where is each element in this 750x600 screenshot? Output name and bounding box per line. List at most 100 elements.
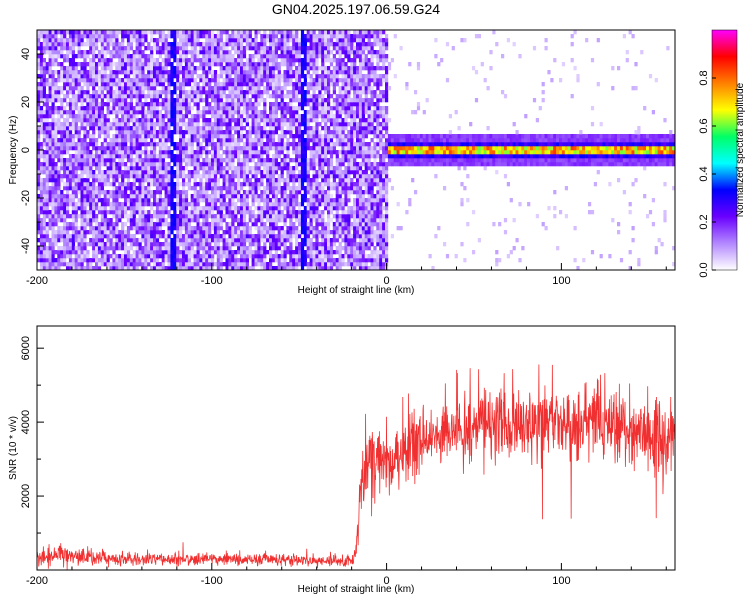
heatmap-cell bbox=[202, 186, 206, 191]
heatmap-cell bbox=[187, 210, 191, 215]
heatmap-cell bbox=[280, 214, 284, 219]
heatmap-cell bbox=[118, 66, 122, 71]
heatmap-cell bbox=[129, 70, 133, 75]
heatmap-cell bbox=[153, 74, 157, 79]
heatmap-cell bbox=[274, 38, 278, 43]
heatmap-cell bbox=[199, 242, 203, 247]
heatmap-cell bbox=[97, 78, 102, 83]
heatmap-cell bbox=[66, 242, 70, 247]
heatmap-cell bbox=[92, 266, 96, 270]
heatmap-cell bbox=[161, 266, 165, 270]
heatmap-cell bbox=[71, 106, 75, 111]
heatmap-cell bbox=[277, 62, 281, 67]
heatmap-cell bbox=[176, 254, 180, 259]
heatmap-cell bbox=[225, 178, 229, 183]
heatmap-cell bbox=[254, 146, 258, 151]
heatmap-cell bbox=[124, 70, 128, 75]
heatmap-cell bbox=[115, 258, 119, 263]
heatmap-cell bbox=[216, 158, 220, 163]
heatmap-cell bbox=[176, 246, 180, 251]
heatmap-cell bbox=[51, 118, 55, 123]
heatmap-cell bbox=[161, 138, 165, 143]
heatmap-cell bbox=[179, 90, 183, 95]
heatmap-cell bbox=[153, 42, 157, 47]
heatmap-cell bbox=[161, 178, 165, 183]
heatmap-cell bbox=[190, 138, 194, 143]
heatmap-cell bbox=[234, 166, 238, 171]
heatmap-cell bbox=[199, 210, 203, 215]
heatmap-cell bbox=[216, 146, 220, 151]
heatmap-cell bbox=[106, 174, 110, 179]
heatmap-cell bbox=[138, 82, 142, 87]
heatmap-cell bbox=[147, 174, 151, 179]
heatmap-cell bbox=[158, 114, 162, 119]
heatmap-cell bbox=[129, 194, 133, 199]
heatmap-cell bbox=[179, 190, 183, 195]
heatmap-cell bbox=[190, 106, 194, 111]
heatmap-cell bbox=[77, 78, 81, 83]
heatmap-cell bbox=[89, 106, 93, 111]
heatmap-cell bbox=[245, 114, 249, 119]
heatmap-cell bbox=[164, 94, 168, 99]
heatmap-cell bbox=[83, 222, 87, 227]
heatmap-cell bbox=[103, 214, 107, 219]
heatmap-cell bbox=[242, 82, 247, 87]
heatmap-cell bbox=[193, 134, 197, 139]
heatmap-cell bbox=[158, 234, 162, 239]
heatmap-cell bbox=[129, 130, 133, 135]
heatmap-cell bbox=[80, 66, 84, 71]
heatmap-cell bbox=[106, 130, 110, 135]
heatmap-cell bbox=[126, 54, 131, 59]
heatmap-cell bbox=[106, 198, 110, 203]
heatmap-cell bbox=[231, 38, 235, 43]
heatmap-cell bbox=[228, 246, 232, 251]
heatmap-cell bbox=[208, 242, 212, 247]
heatmap-cell bbox=[106, 202, 110, 207]
heatmap-cell bbox=[271, 62, 276, 67]
heatmap-cell bbox=[86, 194, 90, 199]
heatmap-cell bbox=[51, 90, 55, 95]
heatmap-cell bbox=[211, 126, 215, 131]
heatmap-cell bbox=[231, 90, 235, 95]
heatmap-cell bbox=[158, 38, 162, 43]
heatmap-cell bbox=[71, 146, 75, 151]
heatmap-cell bbox=[306, 262, 310, 267]
heatmap-cell bbox=[167, 190, 171, 195]
heatmap-cell bbox=[182, 242, 186, 247]
heatmap-cell bbox=[263, 158, 267, 163]
heatmap-cell bbox=[271, 102, 276, 107]
heatmap-cell bbox=[144, 186, 148, 191]
heatmap-cell bbox=[57, 194, 61, 199]
heatmap-cell bbox=[213, 106, 218, 111]
heatmap-cell bbox=[155, 82, 160, 87]
heatmap-cell bbox=[51, 218, 55, 223]
heatmap-cell bbox=[83, 78, 87, 83]
heatmap-cell bbox=[205, 178, 209, 183]
heatmap-cell bbox=[100, 234, 104, 239]
heatmap-cell bbox=[57, 170, 61, 175]
heatmap-cell bbox=[54, 166, 58, 171]
heatmap-cell bbox=[164, 174, 168, 179]
heatmap-cell bbox=[179, 70, 183, 75]
heatmap-cell bbox=[153, 258, 157, 263]
heatmap-cell bbox=[54, 262, 58, 267]
heatmap-cell bbox=[257, 194, 261, 199]
heatmap-cell bbox=[51, 122, 55, 127]
heatmap-cell bbox=[147, 258, 151, 263]
heatmap-cell bbox=[164, 126, 168, 131]
heatmap-cell bbox=[254, 154, 258, 159]
heatmap-cell bbox=[135, 162, 139, 167]
heatmap-cell bbox=[283, 110, 287, 115]
heatmap-cell bbox=[164, 110, 168, 115]
heatmap-cell bbox=[240, 138, 244, 143]
heatmap-cell bbox=[211, 146, 215, 151]
heatmap-cell bbox=[150, 82, 154, 87]
heatmap-cell bbox=[300, 146, 305, 151]
heatmap-cell bbox=[231, 182, 235, 187]
heatmap-cell bbox=[222, 114, 226, 119]
heatmap-cell bbox=[132, 234, 136, 239]
heatmap-cell bbox=[222, 106, 226, 111]
heatmap-cell bbox=[289, 234, 293, 239]
heatmap-cell bbox=[202, 34, 206, 39]
heatmap-cell bbox=[86, 210, 90, 215]
